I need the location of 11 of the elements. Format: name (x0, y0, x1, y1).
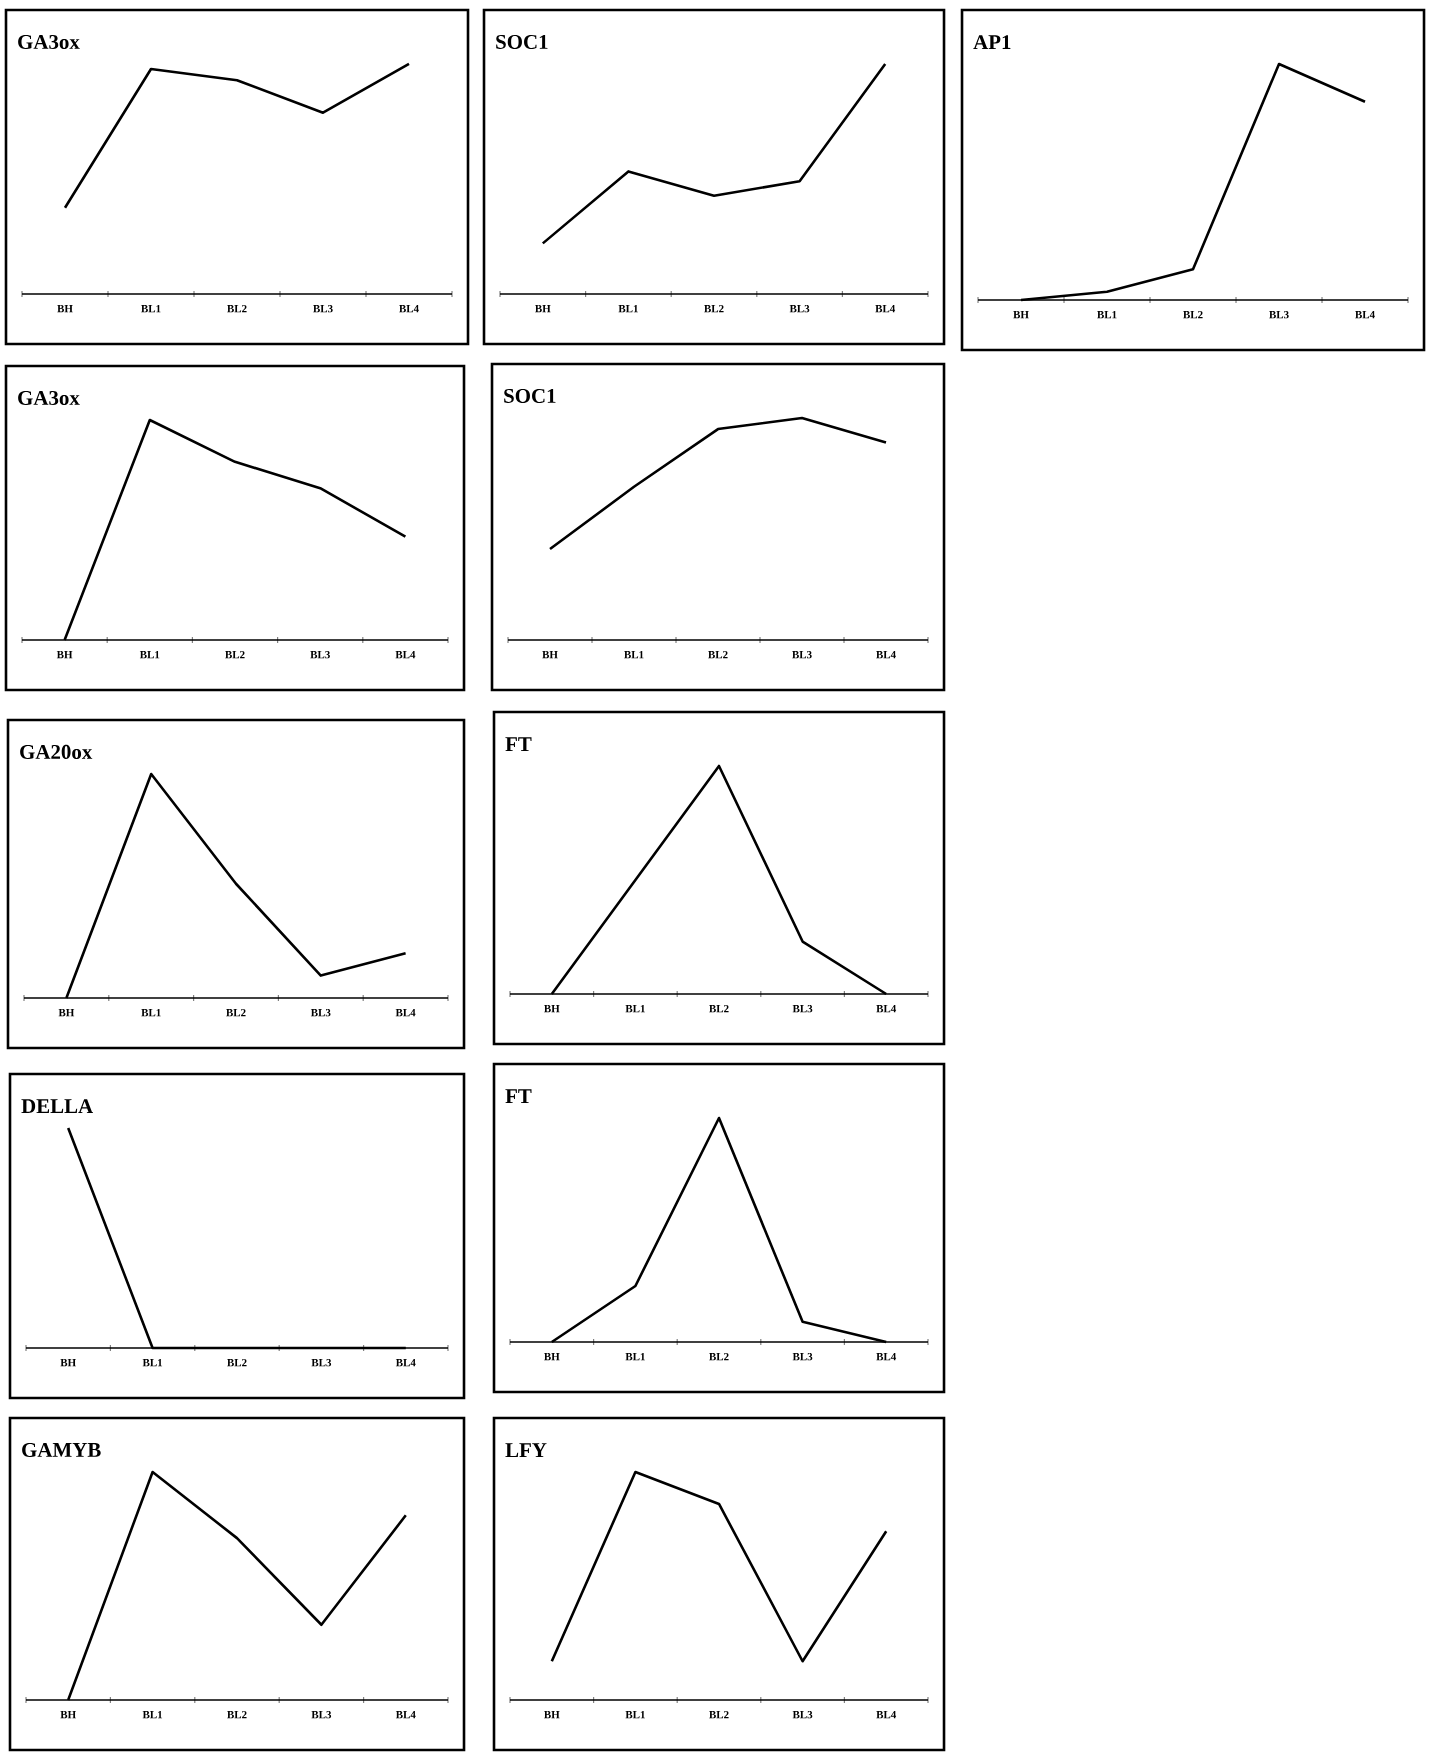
chart-title: FT (505, 1089, 532, 1103)
chart-title: LFY (505, 1443, 547, 1457)
chart-title: SOC1 (496, 34, 548, 49)
chart-title: GA3ox (18, 390, 80, 405)
chart-title: DELLA (21, 1099, 93, 1113)
chart-title: GAMYB (22, 1442, 101, 1457)
chart-title: SOC1 (504, 388, 556, 403)
chart-title: FT (505, 737, 532, 751)
chart-title: GA3ox (18, 34, 80, 49)
chart-title: GA20ox (20, 744, 93, 759)
chart-title: AP1 (973, 35, 1011, 49)
